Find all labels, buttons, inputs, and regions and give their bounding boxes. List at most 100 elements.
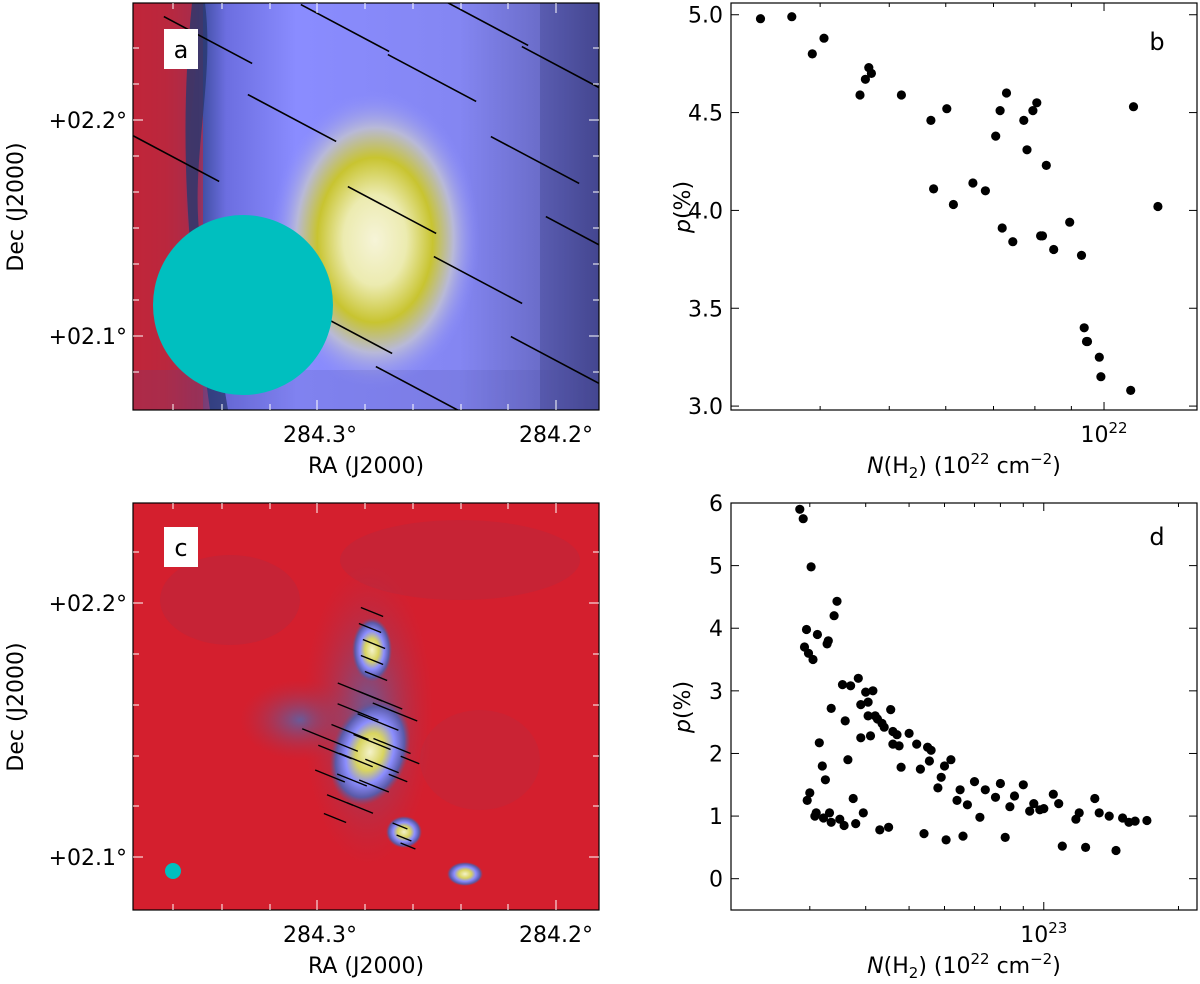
ylabel-rest-d: (%): [671, 681, 696, 719]
scatter-point-b: [1041, 160, 1051, 170]
panel-letter-a: a: [174, 36, 189, 64]
ytick-label-c-1: +02.2°: [49, 592, 127, 617]
beam-circle-a: [153, 215, 333, 395]
xlabel-main-b: N: [867, 454, 883, 479]
xtick-label-a-1: 284.3°: [283, 423, 357, 448]
polarization-vector-c: [364, 670, 388, 682]
scatter-point-d: [884, 822, 894, 832]
scatter-point-b: [1019, 115, 1029, 125]
xlabel-unit-d: ) (10: [918, 954, 970, 979]
scatter-point-d: [1035, 805, 1045, 815]
scatter-point-d: [919, 829, 929, 839]
scatter-point-d: [933, 783, 943, 793]
xlabel-sub-d: 2: [909, 964, 919, 982]
scatter-point-d: [1090, 793, 1100, 804]
scatter-point-d: [856, 700, 866, 710]
scatter-point-d: [848, 793, 858, 804]
scatter-point-b: [1096, 372, 1106, 382]
ytick-label-d: 3: [709, 680, 723, 705]
ylabel-main-d: p: [671, 719, 696, 734]
xtick-label-d: 1023: [1020, 919, 1067, 948]
scatter-point-d: [952, 795, 962, 806]
ytick-label-b: 3.5: [688, 297, 723, 322]
scatter-point-d: [1005, 802, 1015, 812]
scatter-point-d: [939, 761, 950, 771]
polarization-vector-c: [331, 723, 369, 741]
scatter-point-b: [995, 106, 1005, 116]
plot-frame-b: [730, 2, 1198, 411]
ytick-label-a-2: +02.1°: [49, 325, 127, 350]
scatter-point-d: [1081, 842, 1091, 853]
polarization-vector-c: [336, 773, 368, 787]
scatter-point-b: [1037, 231, 1048, 241]
scatter-point-b: [1128, 102, 1139, 112]
scatter-point-d: [946, 755, 956, 765]
scatter-point-b: [1032, 98, 1042, 108]
scatter-point-d: [810, 811, 820, 821]
scatter-point-d: [1029, 799, 1039, 809]
scatter-point-b: [1079, 323, 1089, 333]
ticks-a: [133, 3, 599, 410]
scatter-point-d: [892, 730, 902, 740]
scatter-point-b: [855, 90, 865, 100]
scatter-point-b: [896, 90, 907, 100]
polarization-vector-a: [300, 3, 390, 53]
scatter-point-d: [958, 831, 968, 841]
polarization-vector-c: [360, 654, 384, 666]
scatter-point-d: [843, 755, 853, 765]
scatter-point-d: [863, 711, 873, 721]
xtick-exp-d: 23: [1048, 919, 1067, 937]
xlabel-tail-d: cm: [990, 954, 1031, 979]
polarization-vector-c: [357, 690, 403, 710]
polarization-vector-c: [373, 737, 411, 755]
scatter-point-d: [990, 792, 1001, 802]
ylabel-main-b: p: [671, 219, 696, 234]
plot-frame-d: [730, 502, 1198, 911]
scatter-point-d: [1025, 806, 1035, 816]
scatter-point-d: [1057, 841, 1067, 851]
beam-circle-c: [165, 863, 181, 879]
polarization-vector-c: [360, 606, 384, 618]
scatter-point-b: [1153, 201, 1163, 212]
yaxis-label-b: p(%): [671, 181, 696, 234]
ytick-label-d: 5: [709, 555, 723, 580]
polarization-vector-c: [357, 713, 399, 731]
scatter-point-d: [824, 808, 835, 818]
scatter-point-d: [853, 673, 863, 683]
scatter-point-d: [829, 611, 839, 621]
scatter-point-d: [865, 731, 876, 741]
scatter-point-b: [807, 49, 817, 59]
scatter-point-d: [975, 812, 985, 822]
scatter-point-b: [968, 178, 978, 188]
xtick-base-d: 10: [1020, 923, 1048, 948]
xaxis-label-a: RA (J2000): [308, 454, 424, 479]
scatter-point-d: [980, 785, 990, 795]
scatter-point-d: [812, 629, 823, 640]
scatter-point-b: [1028, 106, 1038, 116]
scatter-point-d: [818, 813, 829, 823]
scatter-point-b: [980, 186, 991, 196]
polarization-vector-a: [521, 45, 599, 89]
xlabel-tail-exp-b: −2: [1030, 450, 1052, 468]
scatter-point-b: [1049, 244, 1059, 255]
frame-a: [132, 2, 600, 411]
yaxis-label-d: p(%): [671, 681, 696, 734]
ytick-label-d: 4: [709, 617, 723, 642]
polarization-vector-c: [400, 755, 420, 765]
scatter-point-d: [936, 772, 946, 782]
ytick-label-d: 0: [709, 868, 723, 893]
scatter-point-b: [1008, 237, 1018, 247]
scatter-point-d: [837, 680, 848, 690]
scatter-point-d: [839, 820, 849, 831]
xtick-exp-b: 22: [1108, 419, 1127, 437]
polarization-vector-a: [446, 3, 529, 47]
scatter-point-d: [1054, 799, 1064, 809]
scatter-point-b: [1126, 385, 1136, 395]
scatter-point-d: [962, 800, 973, 810]
scatter-point-b: [926, 115, 936, 125]
xaxis-label-b: N(H2) (1022 cm−2): [867, 450, 1061, 482]
xtick-base-b: 10: [1080, 423, 1108, 448]
scatter-point-d: [806, 562, 816, 572]
ytick-label-d: 2: [709, 742, 723, 767]
